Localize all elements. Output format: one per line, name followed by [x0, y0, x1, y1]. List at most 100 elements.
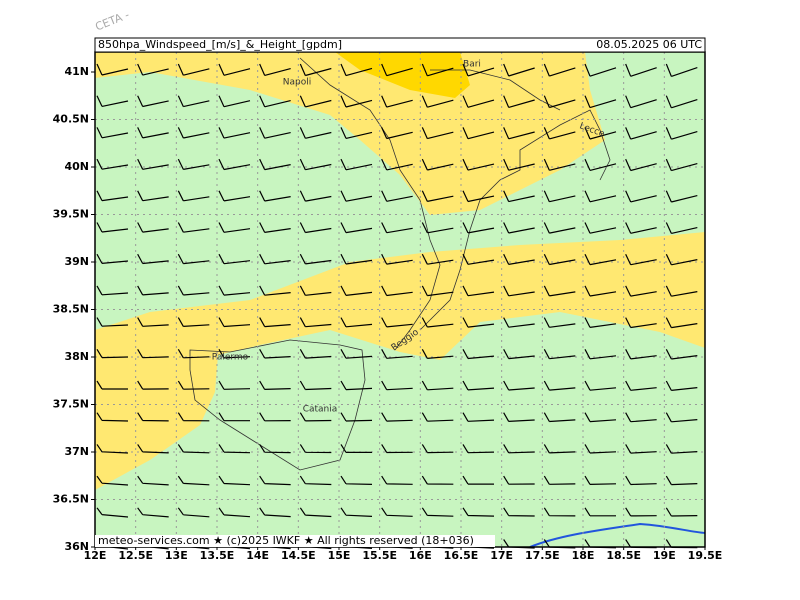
wind-barb	[381, 63, 413, 77]
wind-barb	[625, 285, 657, 297]
x-axis-label: 12.5E	[118, 549, 153, 562]
wind-barb	[543, 380, 576, 391]
wind-barb	[584, 253, 617, 266]
x-axis-label: 19E	[653, 549, 676, 562]
wind-barb	[543, 63, 576, 77]
wind-barb	[625, 253, 657, 266]
wind-barb	[665, 63, 698, 77]
x-axis-label: 16E	[409, 549, 432, 562]
wind-barb	[543, 158, 576, 171]
wind-barb	[177, 63, 210, 76]
wind-barb	[259, 190, 291, 202]
wind-barb	[137, 475, 169, 486]
wind-barb	[259, 507, 291, 518]
wind-barb	[625, 507, 657, 517]
wind-barb	[462, 285, 495, 297]
wind-barb	[340, 412, 373, 422]
wind-barb	[584, 95, 617, 109]
wind-barb	[584, 444, 617, 454]
wind-barb	[381, 95, 413, 108]
wind-barb	[625, 158, 657, 172]
wind-barb	[340, 475, 373, 485]
wind-barb	[543, 444, 576, 454]
wind-barb	[625, 412, 657, 423]
wind-barb	[259, 412, 291, 422]
wind-barb	[299, 317, 332, 328]
wind-barb	[421, 127, 454, 140]
wind-barb	[259, 222, 291, 233]
wind-barb	[665, 444, 698, 454]
footer: meteo-services.com ★ (c)2025 IWKF ★ All …	[98, 534, 474, 547]
wind-barb	[340, 127, 373, 139]
wind-barb	[96, 222, 129, 233]
wind-barb	[503, 158, 535, 171]
wind-barb	[340, 222, 373, 234]
wind-barb	[665, 158, 698, 172]
wind-barb	[421, 222, 454, 234]
city-label: Bari	[463, 60, 481, 70]
wind-barb	[137, 95, 169, 108]
wind-barb	[177, 253, 210, 265]
wind-barb	[543, 349, 576, 360]
wind-barb	[584, 317, 617, 328]
wind-barb	[665, 95, 698, 109]
wind-barb	[462, 444, 495, 454]
wind-barb	[137, 190, 169, 202]
wind-barb	[543, 285, 576, 297]
wind-barb	[299, 222, 332, 234]
wind-barb	[218, 412, 250, 422]
wind-barb	[462, 475, 494, 485]
wind-barb	[218, 444, 251, 454]
wind-barb	[340, 253, 373, 265]
wind-barb	[137, 412, 169, 422]
x-axis-label: 19.5E	[688, 549, 723, 562]
wind-barb	[381, 190, 413, 202]
wind-barb	[421, 158, 454, 171]
wind-barb	[421, 190, 454, 202]
y-axis-label: 37N	[64, 445, 89, 458]
wind-barb	[543, 507, 576, 517]
wind-barb	[259, 95, 291, 108]
header-datetime: 08.05.2025 06 UTC	[596, 38, 702, 51]
wind-barb	[137, 317, 169, 327]
wind-barb	[462, 127, 495, 140]
wind-barb	[299, 253, 332, 265]
wind-barb	[503, 285, 535, 297]
y-axis-label: 37.5N	[53, 398, 89, 411]
wind-barb	[625, 444, 657, 454]
wind-barb	[137, 444, 169, 454]
wind-barb	[503, 412, 535, 422]
wind-barb	[665, 380, 698, 391]
wind-barb	[259, 158, 291, 171]
wind-barb	[177, 317, 210, 327]
y-axis-label: 40N	[64, 160, 89, 173]
city-label: Palermo	[212, 353, 249, 363]
wind-barb	[421, 349, 454, 359]
wind-barb	[584, 349, 617, 360]
wind-barb	[218, 95, 251, 108]
wind-barb	[584, 507, 616, 517]
wind-barb	[381, 158, 413, 171]
x-axis-label: 16.5E	[444, 549, 479, 562]
wind-barb	[543, 190, 576, 203]
wind-barb	[665, 317, 698, 329]
y-axis-label: 40.5N	[53, 113, 89, 126]
wind-barb	[177, 475, 210, 486]
wind-barb	[625, 380, 657, 391]
city-label: Napoli	[283, 78, 311, 88]
wind-barb	[381, 412, 413, 422]
wind-barb	[299, 63, 332, 77]
wind-barb	[96, 63, 129, 76]
y-axis-label: 38.5N	[53, 303, 89, 316]
wind-barb	[665, 285, 698, 297]
wind-barb	[503, 190, 535, 203]
wind-barb	[137, 127, 169, 139]
wind-barb	[503, 475, 535, 485]
wind-barb	[96, 317, 129, 327]
wind-barb	[177, 127, 210, 139]
y-axis-label: 39.5N	[53, 208, 89, 221]
yellow-region	[95, 232, 705, 490]
x-axis-label: 17E	[490, 549, 513, 562]
footer-bg	[95, 535, 495, 547]
